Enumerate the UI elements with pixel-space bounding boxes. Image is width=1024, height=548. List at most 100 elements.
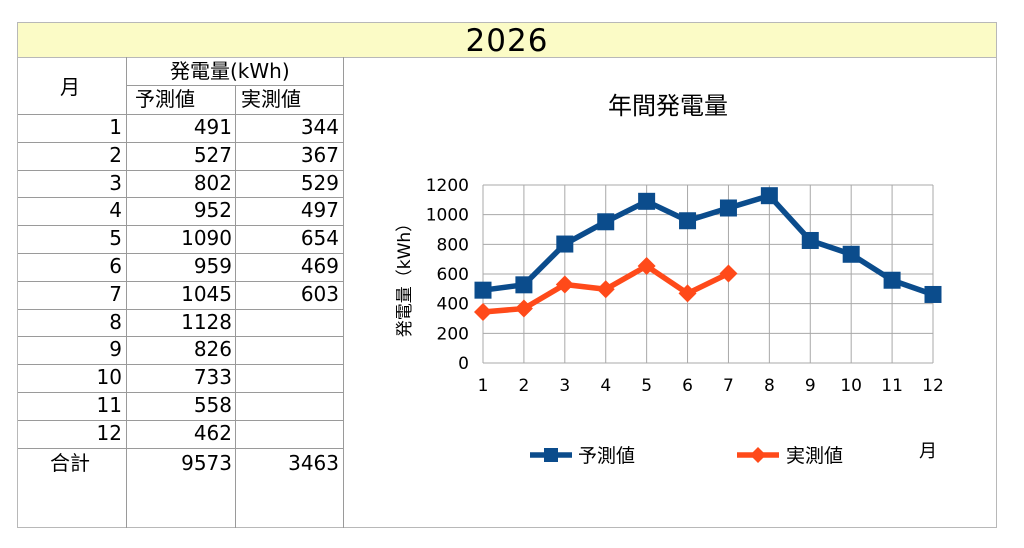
month-header: 月 <box>60 75 80 99</box>
month-cell: 5 <box>109 226 122 250</box>
table-row-divider <box>18 309 344 310</box>
predicted-point <box>474 281 492 299</box>
actual-cell: 344 <box>300 115 339 139</box>
y-axis-label: 発電量（kWh） <box>395 215 415 337</box>
predicted-point <box>638 192 656 210</box>
predicted-point <box>883 271 901 289</box>
month-cell: 11 <box>96 393 122 417</box>
month-cell: 7 <box>109 282 122 306</box>
predicted-point <box>515 276 533 294</box>
generation-header: 発電量(kWh) <box>170 59 290 83</box>
year-title: 2026 <box>465 23 549 59</box>
table-row-divider <box>18 197 344 198</box>
chart-title: 年間発電量 <box>608 92 728 120</box>
predicted-point <box>556 235 574 253</box>
actual-cell: 603 <box>300 282 339 306</box>
y-tick-label: 1200 <box>426 176 469 196</box>
x-tick-label: 9 <box>805 376 816 396</box>
predicted-cell: 462 <box>193 421 232 445</box>
table-row-divider <box>18 253 344 254</box>
x-axis-label: 月 <box>919 441 937 462</box>
table-divider <box>126 85 344 86</box>
table-row-divider <box>18 364 344 365</box>
actual-point <box>555 275 574 294</box>
predicted-cell: 491 <box>193 115 232 139</box>
predicted-cell: 959 <box>193 254 232 278</box>
month-cell: 1 <box>109 115 122 139</box>
table-row-divider <box>18 281 344 282</box>
sheet-frame <box>17 22 997 528</box>
actual-cell: 654 <box>300 226 339 250</box>
actual-cell: 367 <box>300 143 339 167</box>
actual-cell: 529 <box>300 171 339 195</box>
x-tick-label: 7 <box>723 376 734 396</box>
predicted-cell: 952 <box>193 198 232 222</box>
table-row-divider <box>18 225 344 226</box>
y-tick-label: 600 <box>437 265 469 285</box>
y-tick-label: 400 <box>437 295 469 315</box>
x-tick-label: 3 <box>559 376 570 396</box>
table-divider <box>126 57 127 528</box>
actual-point <box>637 256 656 275</box>
month-cell: 8 <box>109 310 122 334</box>
month-cell: 4 <box>109 198 122 222</box>
actual-point <box>596 280 615 299</box>
table-row-divider <box>18 448 344 449</box>
y-tick-label: 800 <box>437 235 469 255</box>
predicted-cell: 733 <box>193 365 232 389</box>
actual-cell: 497 <box>300 198 339 222</box>
predicted-cell: 1045 <box>181 282 232 306</box>
x-tick-label: 8 <box>764 376 775 396</box>
x-tick-label: 1 <box>478 376 489 396</box>
predicted-point <box>801 231 819 249</box>
x-tick-label: 10 <box>840 376 862 396</box>
predicted-cell: 527 <box>193 143 232 167</box>
predicted-cell: 558 <box>193 393 232 417</box>
x-tick-label: 4 <box>600 376 611 396</box>
legend-label: 予測値 <box>578 445 635 467</box>
legend-marker <box>544 448 558 462</box>
legend-label: 実測値 <box>786 445 843 467</box>
table-row-divider <box>18 142 344 143</box>
table-row-divider <box>18 420 344 421</box>
month-cell: 6 <box>109 254 122 278</box>
predicted-cell: 1090 <box>181 226 232 250</box>
predicted-cell: 826 <box>193 337 232 361</box>
legend-marker <box>750 447 766 463</box>
table-row-divider <box>18 114 344 115</box>
actual-point <box>514 299 533 318</box>
total-label: 合計 <box>50 451 90 475</box>
table-divider <box>343 57 344 528</box>
predicted-header: 予測値 <box>135 87 195 111</box>
month-cell: 10 <box>96 365 122 389</box>
predicted-point <box>842 245 860 263</box>
predicted-point <box>679 212 697 230</box>
predicted-point <box>760 187 778 205</box>
year-title-band: 2026 <box>18 23 996 59</box>
y-tick-label: 1000 <box>426 206 469 226</box>
table-row-divider <box>18 336 344 337</box>
x-tick-label: 6 <box>682 376 693 396</box>
predicted-cell: 1128 <box>181 310 232 334</box>
predicted-point <box>719 199 737 217</box>
actual-cell: 469 <box>300 254 339 278</box>
y-tick-label: 0 <box>458 354 469 374</box>
total-predicted: 9573 <box>181 451 232 475</box>
y-tick-label: 200 <box>437 324 469 344</box>
series-line-0 <box>482 192 934 298</box>
month-cell: 12 <box>96 421 122 445</box>
predicted-cell: 802 <box>193 171 232 195</box>
predicted-point <box>597 213 615 231</box>
x-tick-label: 11 <box>881 376 903 396</box>
x-tick-label: 2 <box>518 376 529 396</box>
table-row-divider <box>18 392 344 393</box>
actual-header: 実測値 <box>241 87 301 111</box>
month-cell: 9 <box>109 337 122 361</box>
predicted-point <box>924 285 942 303</box>
x-tick-label: 5 <box>641 376 652 396</box>
actual-point <box>474 302 492 321</box>
month-cell: 2 <box>109 143 122 167</box>
table-divider <box>235 85 236 528</box>
x-tick-label: 12 <box>922 376 944 396</box>
